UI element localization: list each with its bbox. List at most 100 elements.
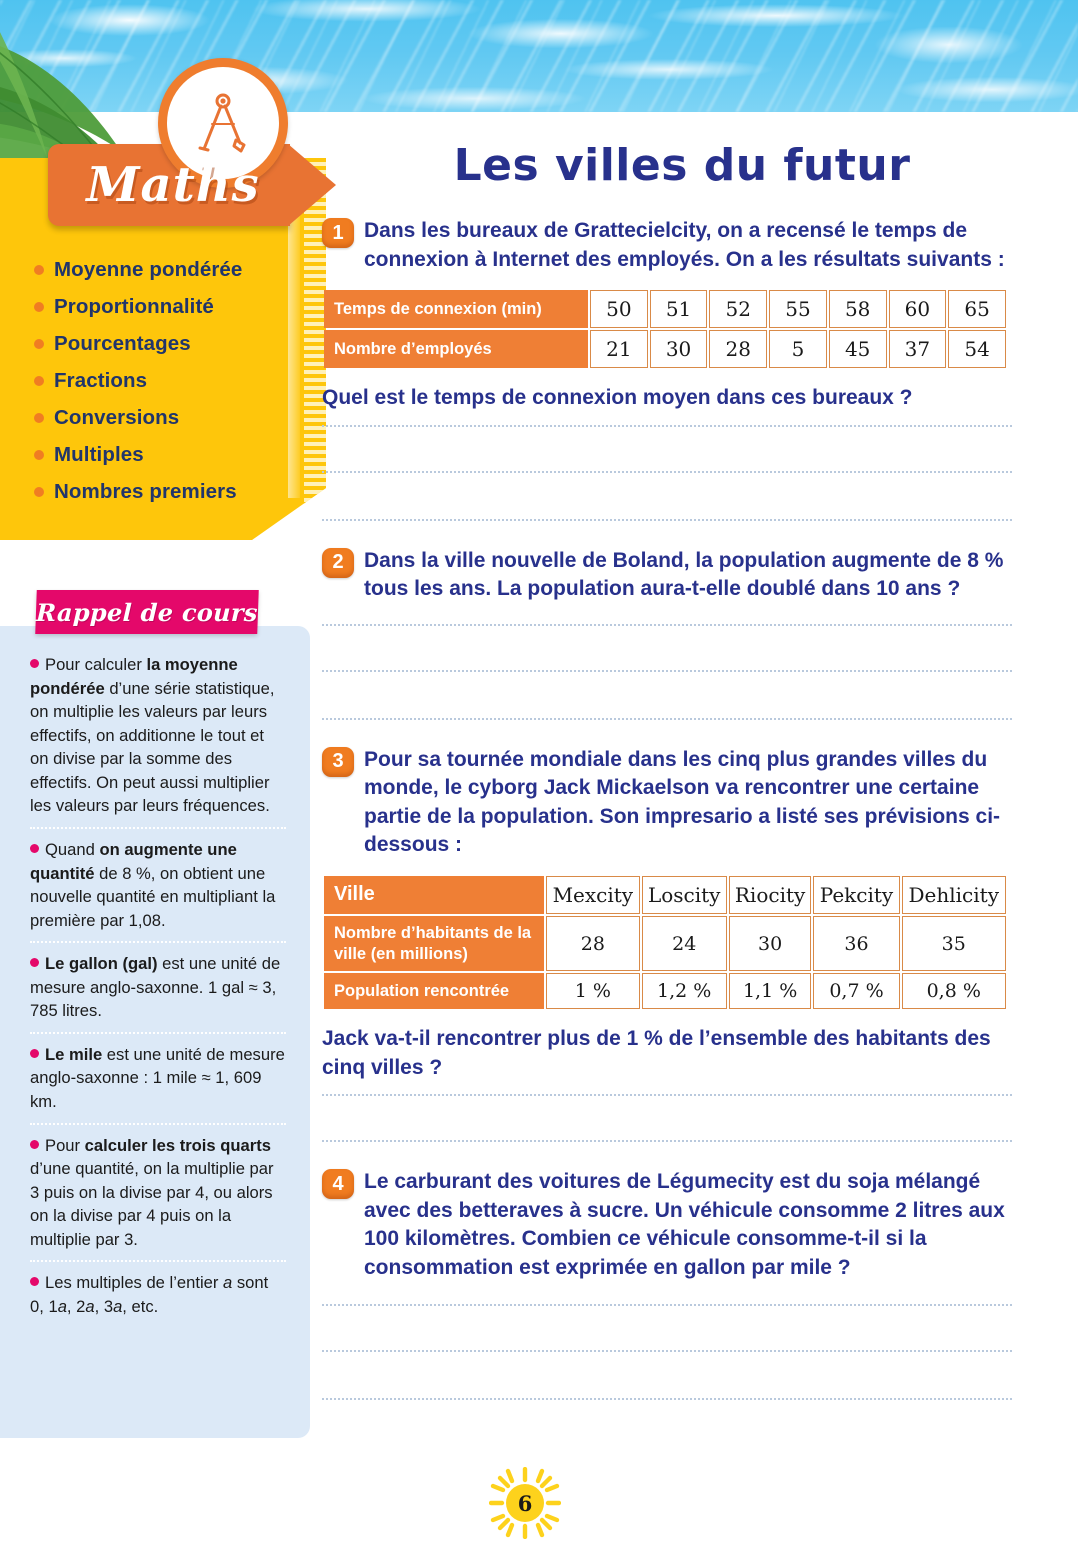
topic-label: Conversions [54,406,180,429]
answer-line[interactable] [322,623,1012,672]
exercise-header: 4 Le carburant des voitures de Légumecit… [322,1168,1012,1282]
table-cell: 37 [888,330,947,369]
exercise-number-badge: 2 [322,547,354,578]
table-cell: 35 [901,915,1006,972]
compass-icon [158,58,288,188]
rappel-item: Pour calculer les trois quarts d’une qua… [30,1122,286,1261]
rappel-box: Pour calculer la moyenne pondérée d’une … [0,626,310,1438]
topic-item: Fractions [34,369,314,393]
topic-label: Pourcentages [54,332,191,355]
page-number: 6 [517,1490,533,1516]
exercise-4: 4 Le carburant des voitures de Légumecit… [322,1168,1012,1401]
topic-item: Proportionnalité [34,295,314,319]
answer-line[interactable] [322,424,1012,473]
exercise-question: Jack va-t-il rencontrer plus de 1 % de l… [322,1027,991,1079]
answer-lines[interactable] [322,1094,1012,1143]
table-row: Nombre d’employés 21 30 28 5 45 37 54 [324,330,1006,369]
subject-label: Maths [86,157,260,213]
rappel-item: Les multiples de l’entier a sont 0, 1a, … [30,1260,286,1327]
row-header: Ville [324,875,544,914]
topic-item: Nombres premiers [34,480,314,504]
answer-line[interactable] [322,1304,1012,1353]
rappel-text: Pour calculer les trois quarts d’une qua… [30,1135,274,1249]
table-cell: Pekcity [813,875,900,914]
exercise-3: 3 Pour sa tournée mondiale dans les cinq… [322,746,1012,1143]
page-number-sun: 6 [489,1467,561,1539]
rappel-item: Quand on augmente une quantité de 8 %, o… [30,826,286,941]
answer-lines[interactable] [322,424,1012,521]
exercise-1: 1 Dans les bureaux de Grattecielcity, on… [322,217,1012,521]
bullet-icon [34,450,44,460]
table-cell: 1,2 % [641,973,727,1010]
exercise-header: 2 Dans la ville nouvelle de Boland, la p… [322,547,1012,604]
table-row: Nombre d’habitants de la ville (en milli… [324,915,1006,972]
exercise-number-badge: 1 [322,218,354,248]
row-header: Nombre d’habitants de la ville (en milli… [324,915,544,972]
table-cell: 1 % [546,973,640,1010]
rappel-item: Le gallon (gal) est une unité de mesure … [30,941,286,1032]
table-cell: Loscity [641,875,727,914]
table-row: Population rencontrée 1 % 1,2 % 1,1 % 0,… [324,973,1006,1010]
rappel-text: Le gallon (gal) est une unité de mesure … [30,954,281,1021]
table-row: Ville Mexcity Loscity Riocity Pekcity De… [324,875,1006,914]
answer-lines[interactable] [322,623,1012,720]
rappel-text: Quand on augmente une quantité de 8 %, o… [30,839,276,930]
exercise-number-badge: 4 [322,1169,354,1200]
answer-line[interactable] [322,1094,1012,1143]
topic-label: Proportionnalité [54,295,214,318]
table-cell: 0,7 % [813,973,900,1010]
table-cell: Mexcity [546,875,640,914]
table-cell: 24 [641,915,727,972]
exercise-header: 3 Pour sa tournée mondiale dans les cinq… [322,746,1012,860]
sun-icon [489,1467,561,1539]
exercise-statement: Pour sa tournée mondiale dans les cinq p… [364,747,1001,857]
connection-time-table: Temps de connexion (min) 50 51 52 55 58 … [322,288,1008,370]
world-tour-table: Ville Mexcity Loscity Riocity Pekcity De… [322,874,1008,1011]
topic-label: Fractions [54,369,148,392]
bullet-icon [30,1277,39,1287]
bullet-icon [30,659,39,668]
subject-sign: Maths [48,58,348,233]
answer-lines[interactable] [322,1304,1012,1401]
exercise-number-badge: 3 [322,746,354,777]
exercise-statement: Dans la ville nouvelle de Boland, la pop… [364,548,1004,601]
topic-label: Multiples [54,443,144,466]
bullet-icon [30,1048,39,1058]
rappel-badge-label: Rappel de cours [35,597,259,627]
page-title: Les villes du futur [453,140,911,191]
rappel-text: Le mile est une unité de mesure anglo-sa… [30,1044,285,1111]
table-cell: 30 [728,915,812,972]
table-cell: 51 [649,290,708,329]
bullet-icon [34,302,44,312]
topic-item: Multiples [34,443,314,467]
page-number-disc: 6 [506,1484,544,1522]
bullet-icon [34,265,44,275]
table-cell: 5 [769,330,827,369]
rappel-text: Pour calculer la moyenne pondérée d’une … [30,655,275,816]
bullet-icon [34,487,44,497]
rappel-item: Pour calculer la moyenne pondérée d’une … [30,644,286,827]
row-header: Nombre d’employés [324,330,588,369]
exercise-question: Quel est le temps de connexion moyen dan… [322,386,913,410]
table-cell: 60 [888,290,947,329]
exercise-header: 1 Dans les bureaux de Grattecielcity, on… [322,217,1012,274]
answer-line[interactable] [322,473,1012,521]
answer-line[interactable] [322,672,1012,720]
table-cell: 54 [948,330,1006,369]
answer-line[interactable] [322,1352,1012,1401]
table-cell: 21 [590,330,648,369]
table-cell: 45 [828,330,887,369]
table-cell: 28 [709,330,768,369]
table-cell: 55 [769,290,827,329]
exercise-statement: Le carburant des voitures de Légumecity … [364,1170,1005,1279]
bullet-icon [34,413,44,423]
main-column: Les villes du futur 1 Dans les bureaux d… [322,140,1012,1404]
table-cell: 52 [709,290,768,329]
topic-item: Pourcentages [34,332,314,356]
topic-label: Moyenne pondérée [54,258,243,281]
topics-list: Moyenne pondérée Proportionnalité Pource… [34,258,314,517]
row-header: Temps de connexion (min) [324,290,588,329]
bullet-icon [30,843,39,853]
topic-label: Nombres premiers [54,480,237,503]
table-row: Temps de connexion (min) 50 51 52 55 58 … [324,290,1006,329]
